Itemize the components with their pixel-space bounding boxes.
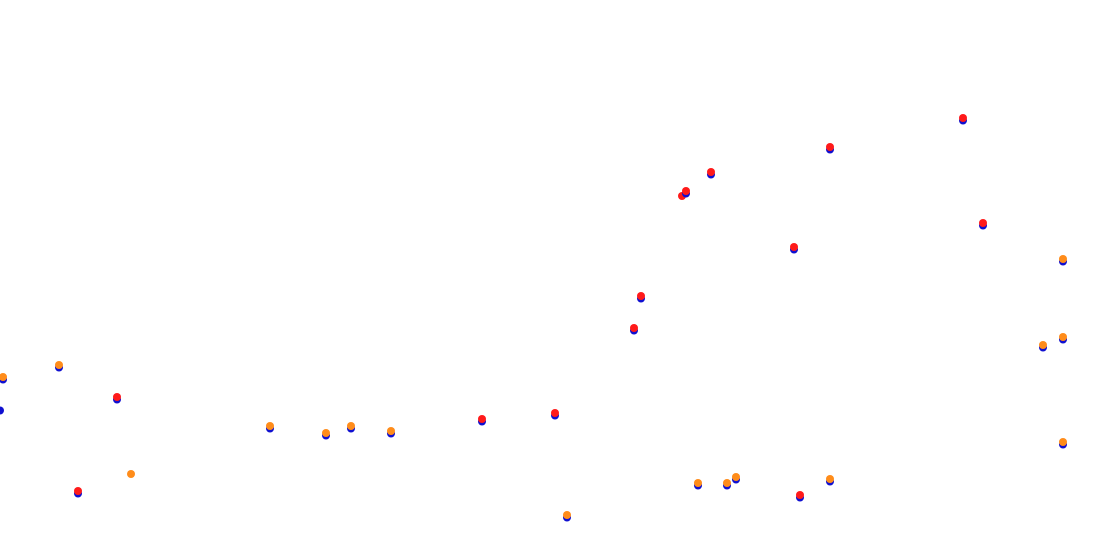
point-marker-orange (1059, 333, 1067, 341)
point-marker-orange (266, 422, 274, 430)
data-point (322, 429, 330, 440)
data-point (1039, 341, 1047, 352)
point-marker-orange (563, 511, 571, 519)
point-marker-orange (0, 373, 7, 381)
point-marker-orange (347, 422, 355, 430)
point-marker-red (637, 292, 645, 300)
point-marker-orange (1059, 255, 1067, 263)
data-point (113, 393, 121, 404)
data-point (637, 292, 645, 303)
data-point (694, 479, 702, 490)
point-marker-red (630, 324, 638, 332)
data-point (707, 168, 715, 179)
points-layer (0, 114, 1067, 522)
data-point (826, 475, 834, 486)
point-marker-orange (55, 361, 63, 369)
data-point (682, 187, 690, 198)
data-point (723, 479, 731, 490)
data-point (1059, 438, 1067, 449)
point-marker-base (0, 406, 4, 415)
point-marker-orange (694, 479, 702, 487)
data-point (630, 324, 638, 335)
point-marker-red (796, 491, 804, 499)
data-point (347, 422, 355, 433)
point-marker-orange (723, 479, 731, 487)
point-marker-red (551, 409, 559, 417)
point-marker-red (113, 393, 121, 401)
data-point (959, 114, 967, 125)
data-point (478, 415, 486, 426)
data-point (551, 409, 559, 420)
data-point (563, 511, 571, 522)
data-point (732, 473, 740, 484)
point-marker-red (959, 114, 967, 122)
point-marker-orange (1039, 341, 1047, 349)
point-marker-orange (1059, 438, 1067, 446)
point-marker-red (979, 219, 987, 227)
data-point (387, 427, 395, 438)
data-point (55, 361, 63, 372)
point-marker-orange (322, 429, 330, 437)
data-point (796, 491, 804, 502)
data-point (1059, 255, 1067, 266)
data-point (979, 219, 987, 230)
point-marker-orange (732, 473, 740, 481)
point-marker-red (74, 487, 82, 495)
point-marker-red (826, 143, 834, 151)
point-marker-red (707, 168, 715, 176)
point-marker-orange (127, 470, 135, 478)
point-marker-red (682, 187, 690, 195)
data-point (790, 243, 798, 254)
point-marker-red (790, 243, 798, 251)
data-point (0, 406, 4, 415)
data-point (266, 422, 274, 433)
data-point (0, 373, 7, 384)
point-marker-orange (826, 475, 834, 483)
data-point (826, 143, 834, 154)
data-point (127, 470, 135, 478)
point-marker-red (478, 415, 486, 423)
point-marker-orange (387, 427, 395, 435)
data-point (74, 487, 82, 498)
data-point (1059, 333, 1067, 344)
